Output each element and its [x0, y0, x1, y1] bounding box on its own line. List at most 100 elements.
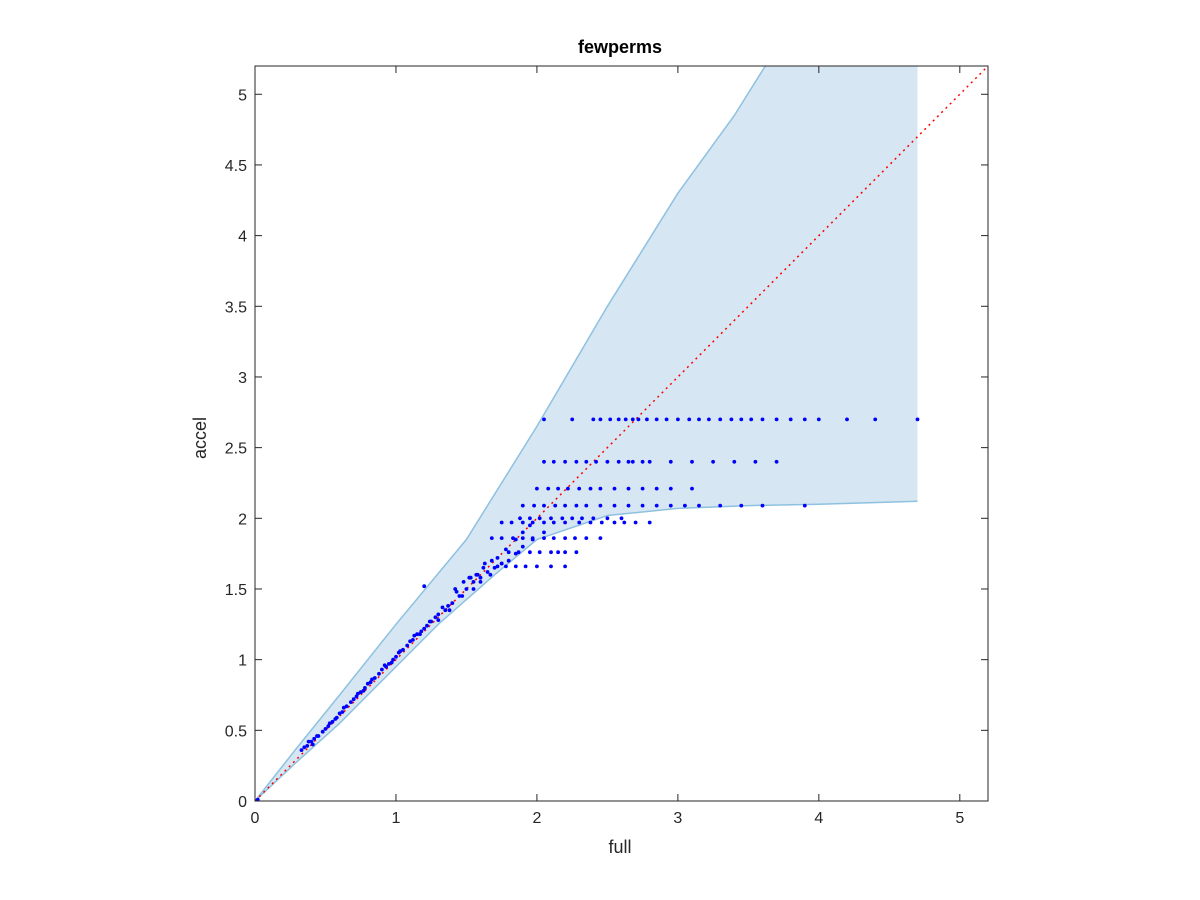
- data-point: [315, 734, 319, 738]
- data-point: [816, 417, 821, 422]
- data-point: [915, 417, 920, 422]
- data-point: [356, 691, 360, 696]
- data-point: [457, 594, 462, 598]
- data-point: [478, 575, 483, 580]
- data-point: [707, 417, 711, 422]
- data-point: [563, 520, 567, 525]
- data-point: [337, 711, 342, 716]
- data-point: [598, 503, 603, 508]
- data-point: [481, 565, 486, 570]
- data-point: [499, 536, 504, 540]
- data-point: [475, 572, 480, 577]
- data-point: [739, 417, 744, 422]
- data-point: [845, 417, 849, 422]
- data-point: [802, 417, 807, 422]
- data-point: [683, 503, 687, 508]
- plot-area-frame: [254, 65, 989, 802]
- data-point: [551, 520, 556, 525]
- data-point: [687, 417, 692, 422]
- data-point: [676, 417, 680, 422]
- data-point: [382, 663, 387, 668]
- data-point: [471, 580, 476, 584]
- x-axis-ticks: 0 1 2 3 4 5: [251, 66, 964, 827]
- data-point: [464, 587, 469, 591]
- data-point: [368, 680, 373, 685]
- data-point: [626, 503, 631, 508]
- data-point: [654, 486, 659, 491]
- data-point: [654, 503, 659, 508]
- data-point: [528, 523, 532, 528]
- data-point: [774, 459, 779, 464]
- y-tick-label: 4.5: [225, 158, 247, 175]
- data-point: [478, 580, 483, 584]
- data-point: [333, 717, 338, 721]
- data-point: [489, 536, 494, 540]
- x-tick-label: 1: [392, 810, 401, 827]
- band-upper-edge: [254, 65, 766, 802]
- band-lower-edge: [254, 500, 918, 802]
- data-point: [605, 459, 610, 464]
- data-point: [774, 417, 779, 422]
- data-point: [577, 486, 582, 491]
- data-point: [418, 632, 422, 637]
- data-point: [302, 745, 307, 750]
- data-point: [520, 536, 525, 540]
- x-tick-label: 0: [251, 810, 260, 827]
- data-point: [654, 417, 659, 422]
- data-point: [520, 520, 525, 525]
- data-point: [405, 643, 410, 648]
- data-point: [326, 724, 331, 728]
- data-point: [354, 694, 359, 699]
- chart-title: fewperms: [578, 37, 662, 57]
- data-point: [591, 516, 596, 521]
- data-point: [591, 417, 596, 422]
- data-point: [532, 503, 536, 508]
- data-point: [640, 503, 645, 508]
- data-point: [391, 657, 395, 662]
- data-point: [623, 417, 628, 422]
- data-point: [495, 564, 500, 569]
- data-point: [574, 459, 579, 464]
- data-point: [640, 459, 645, 464]
- data-point: [488, 572, 493, 577]
- data-point: [584, 459, 589, 464]
- data-point: [563, 503, 567, 508]
- data-point: [542, 503, 546, 508]
- data-point: [422, 626, 427, 631]
- data-point: [697, 417, 701, 422]
- y-tick-label: 0.5: [225, 723, 247, 740]
- data-point: [537, 516, 542, 521]
- data-point: [365, 681, 370, 686]
- data-point: [422, 584, 427, 589]
- data-point: [513, 564, 518, 569]
- data-point: [520, 503, 525, 508]
- data-point: [556, 550, 560, 555]
- data-point: [619, 516, 624, 521]
- data-point: [398, 649, 403, 654]
- data-point: [608, 417, 613, 422]
- data-point: [361, 688, 366, 693]
- data-point: [341, 705, 346, 710]
- data-point: [349, 700, 353, 704]
- data-point: [802, 503, 807, 508]
- data-point: [599, 520, 604, 525]
- data-point: [471, 587, 476, 591]
- data-point: [537, 550, 542, 555]
- data-point: [454, 589, 459, 594]
- data-point: [299, 748, 304, 752]
- data-point: [668, 459, 673, 464]
- data-point: [436, 618, 441, 622]
- data-point: [535, 564, 539, 569]
- data-point: [450, 601, 455, 605]
- data-point: [363, 686, 367, 690]
- data-point: [556, 486, 560, 491]
- data-point: [509, 520, 514, 525]
- data-point: [461, 580, 466, 584]
- data-point: [305, 744, 310, 748]
- y-tick-label: 2: [238, 511, 247, 528]
- data-point: [506, 550, 511, 555]
- data-point: [340, 710, 345, 714]
- y-tick-label: 1.5: [225, 582, 247, 599]
- data-point: [542, 536, 546, 540]
- data-point: [309, 739, 314, 744]
